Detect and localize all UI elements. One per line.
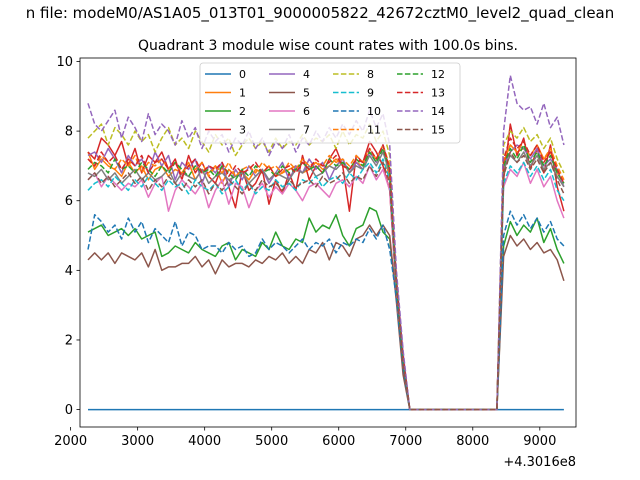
y-tick-label: 0 — [65, 403, 73, 418]
legend-label-11: 11 — [367, 124, 381, 137]
legend-label-4: 4 — [303, 68, 310, 81]
x-tick-label: 7000 — [389, 434, 422, 449]
x-tick-label: 4000 — [188, 434, 221, 449]
legend-label-0: 0 — [239, 68, 246, 81]
chart-title: Quadrant 3 module wise count rates with … — [138, 38, 518, 54]
series-line-15 — [87, 151, 565, 411]
x-tick-label: 6000 — [322, 434, 355, 449]
y-tick-label: 2 — [65, 333, 73, 348]
legend-label-3: 3 — [239, 124, 246, 137]
plot-frame — [79, 57, 577, 428]
legend-label-6: 6 — [303, 105, 310, 118]
series-line-7 — [87, 151, 565, 411]
series-line-10 — [87, 210, 565, 411]
legend-label-15: 15 — [431, 124, 445, 137]
x-tick-label: 2000 — [54, 434, 87, 449]
legend-label-14: 14 — [431, 105, 445, 118]
y-tick-label: 6 — [65, 194, 73, 209]
legend-label-13: 13 — [431, 87, 445, 100]
legend-label-7: 7 — [303, 124, 310, 137]
legend-frame — [199, 62, 461, 144]
legend-label-12: 12 — [431, 68, 445, 81]
figure-suptitle: n file: modeM0/AS1A05_013T01_9000005822_… — [26, 4, 615, 23]
series-line-2 — [87, 206, 565, 411]
y-tick-label: 10 — [56, 55, 73, 70]
x-tick-label: 3000 — [121, 434, 154, 449]
legend-label-10: 10 — [367, 105, 381, 118]
y-tick-label: 4 — [65, 264, 73, 279]
legend-label-8: 8 — [367, 68, 374, 81]
legend-label-9: 9 — [367, 87, 374, 100]
legend-label-5: 5 — [303, 87, 310, 100]
x-tick-label: 9000 — [523, 434, 556, 449]
series-line-11 — [87, 140, 565, 411]
series-line-5 — [87, 224, 565, 411]
legend-label-2: 2 — [239, 105, 246, 118]
y-tick-label: 8 — [65, 125, 73, 140]
x-tick-label: 8000 — [456, 434, 489, 449]
series-line-6 — [87, 161, 565, 411]
series-line-9 — [87, 158, 565, 411]
x-tick-label: 5000 — [255, 434, 288, 449]
x-offset-label: +4.3016e8 — [503, 455, 576, 470]
series-layer — [87, 74, 565, 411]
legend-label-1: 1 — [239, 87, 246, 100]
